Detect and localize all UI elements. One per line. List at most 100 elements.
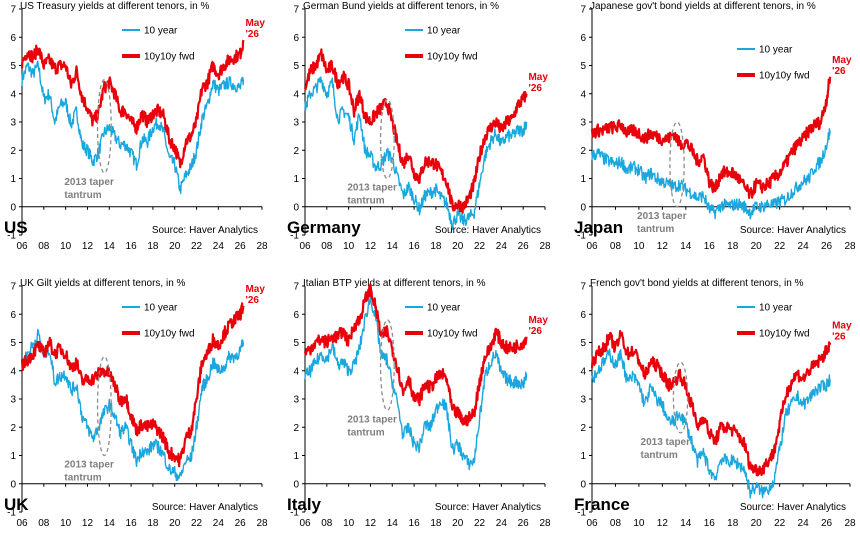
- y-tick-label: 2: [10, 146, 16, 157]
- y-tick-label: 3: [10, 395, 16, 406]
- x-tick-label: 24: [213, 241, 225, 252]
- y-tick-label: 6: [580, 33, 586, 44]
- end-label-year: '26: [832, 332, 846, 343]
- x-tick-label: 14: [387, 518, 399, 529]
- x-tick-label: 24: [496, 241, 508, 252]
- y-tick-label: 6: [10, 33, 16, 44]
- series-line-ten-year: [304, 294, 528, 471]
- x-tick-label: 22: [191, 518, 203, 529]
- taper-ellipse: [96, 78, 112, 174]
- x-tick-label: 14: [104, 518, 116, 529]
- y-tick-label: 5: [580, 338, 586, 349]
- annotation-line2: tantrum: [347, 427, 384, 438]
- legend-label: 10y10y fwd: [144, 329, 195, 340]
- series-line-ten-year: [304, 76, 528, 231]
- source-label: Source: Haver Analytics: [152, 502, 258, 513]
- source-label: Source: Haver Analytics: [435, 225, 541, 236]
- legend-label: 10 year: [759, 303, 793, 314]
- y-tick-label: 3: [293, 118, 299, 129]
- series-line-fwd: [20, 39, 245, 169]
- x-tick-label: 20: [169, 518, 181, 529]
- x-tick-label: 16: [126, 241, 138, 252]
- x-tick-label: 10: [343, 241, 355, 252]
- x-tick-label: 14: [680, 518, 692, 529]
- x-tick-label: 18: [147, 241, 159, 252]
- country-label: Germany: [287, 218, 361, 237]
- x-tick-label: 24: [496, 518, 508, 529]
- legend-label: 10 year: [427, 303, 461, 314]
- series-line-fwd: [20, 302, 245, 468]
- y-tick-label: 4: [10, 89, 16, 100]
- x-tick-label: 16: [704, 518, 716, 529]
- end-label-year: '26: [245, 295, 259, 306]
- x-tick-label: 24: [798, 518, 810, 529]
- x-tick-label: 10: [633, 241, 645, 252]
- y-tick-label: -1: [577, 508, 586, 519]
- series-line-ten-year: [591, 348, 831, 499]
- legend-label: 10y10y fwd: [144, 52, 195, 63]
- x-tick-label: 28: [256, 241, 268, 252]
- country-label: UK: [4, 495, 29, 514]
- x-tick-label: 18: [727, 518, 739, 529]
- taper-ellipse: [672, 361, 689, 434]
- y-tick-label: 1: [293, 451, 299, 462]
- x-tick-label: 22: [774, 518, 786, 529]
- end-label-month: May: [528, 315, 548, 326]
- legend-label: 10 year: [427, 26, 461, 37]
- y-tick-label: 1: [10, 451, 16, 462]
- source-label: Source: Haver Analytics: [740, 225, 846, 236]
- chart-title: Italian BTP yields at different tenors, …: [303, 278, 486, 289]
- annotation-line2: tantrum: [641, 450, 678, 461]
- y-tick-label: 6: [10, 310, 16, 321]
- x-tick-label: 12: [82, 518, 94, 529]
- y-tick-label: 0: [580, 479, 586, 490]
- legend-label: 10 year: [144, 26, 178, 37]
- series-line-fwd: [590, 76, 832, 199]
- end-label-month: May: [245, 18, 265, 29]
- x-tick-label: 24: [798, 241, 810, 252]
- x-tick-label: 26: [821, 241, 833, 252]
- country-label: France: [574, 495, 630, 514]
- y-tick-label: 0: [293, 202, 299, 213]
- x-tick-label: 16: [409, 241, 421, 252]
- end-label-year: '26: [528, 83, 542, 94]
- x-tick-label: 08: [38, 518, 50, 529]
- y-tick-label: 4: [293, 366, 299, 377]
- x-tick-label: 16: [409, 518, 421, 529]
- x-tick-label: 18: [430, 518, 442, 529]
- x-tick-label: 06: [299, 241, 311, 252]
- legend-label: 10 year: [144, 303, 178, 314]
- end-label-month: May: [832, 55, 852, 66]
- y-tick-label: 5: [10, 61, 16, 72]
- x-tick-label: 18: [430, 241, 442, 252]
- x-tick-label: 06: [299, 518, 311, 529]
- series-line-fwd: [590, 330, 832, 477]
- x-tick-label: 26: [518, 241, 530, 252]
- x-tick-label: 16: [704, 241, 716, 252]
- y-tick-label: 1: [293, 174, 299, 185]
- x-tick-label: 10: [343, 518, 355, 529]
- taper-ellipse: [379, 319, 395, 411]
- annotation-line1: 2013 taper: [641, 437, 691, 448]
- series-line-ten-year: [591, 128, 831, 220]
- x-tick-label: 06: [16, 241, 28, 252]
- x-tick-label: 14: [104, 241, 116, 252]
- end-label-year: '26: [245, 29, 259, 40]
- chart-title: UK Gilt yields at different tenors, in %: [20, 278, 186, 289]
- annotation-line2: tantrum: [64, 473, 101, 484]
- y-tick-label: 1: [580, 451, 586, 462]
- annotation-line1: 2013 taper: [64, 177, 114, 188]
- x-tick-label: 28: [844, 241, 856, 252]
- y-tick-label: 3: [293, 395, 299, 406]
- x-tick-label: 28: [539, 518, 551, 529]
- x-tick-label: 14: [387, 241, 399, 252]
- x-tick-label: 26: [235, 241, 247, 252]
- chart-title: French gov't bond yields at different te…: [590, 278, 804, 289]
- x-tick-label: 10: [633, 518, 645, 529]
